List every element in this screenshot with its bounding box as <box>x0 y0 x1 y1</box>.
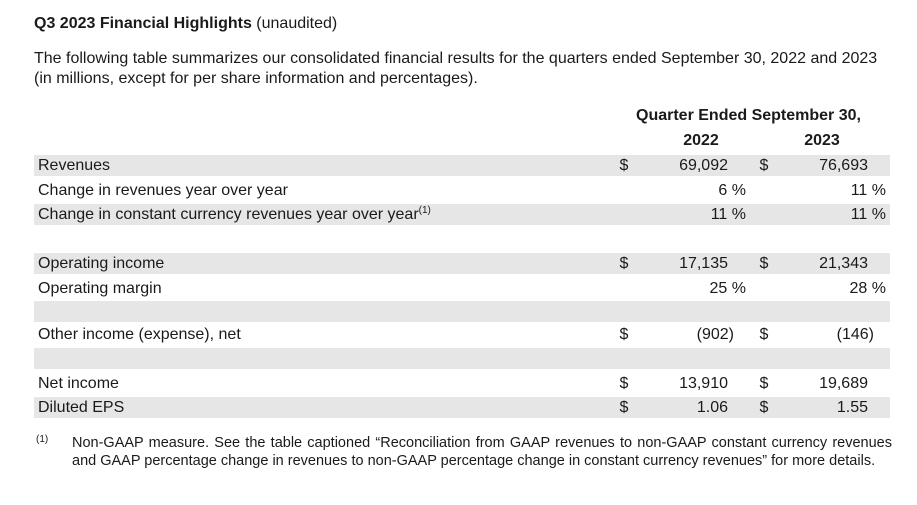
value-2023: 28 % <box>849 280 886 297</box>
year-header-2022: 2022 <box>683 132 719 149</box>
table-row-change-constant-currency: Change in constant currency revenues yea… <box>34 204 890 225</box>
footnote-reference: (1) <box>418 205 431 216</box>
row-band <box>34 301 890 322</box>
table-row-other-income: Other income (expense), net $ (902) $ (1… <box>34 324 890 345</box>
row-label: Net income <box>38 375 119 392</box>
row-label-text: Change in constant currency revenues yea… <box>38 206 419 223</box>
value-2022: 17,135 <box>679 255 728 272</box>
value-2022: 6 % <box>718 182 746 199</box>
table-row-operating-margin: Operating margin 25 % 28 % <box>34 278 890 299</box>
row-band <box>34 397 890 418</box>
page-title: Q3 2023 Financial Highlights (unaudited) <box>34 14 337 34</box>
table-row-revenues: Revenues $ 69,092 $ 76,693 <box>34 155 890 176</box>
row-band <box>34 253 890 274</box>
value-2023: 19,689 <box>819 375 868 392</box>
currency-symbol: $ <box>759 326 769 343</box>
currency-symbol: $ <box>759 375 769 392</box>
table-row-diluted-eps: Diluted EPS $ 1.06 $ 1.55 <box>34 397 890 418</box>
currency-symbol: $ <box>759 157 769 174</box>
footnote-mark: (1) <box>36 434 49 445</box>
currency-symbol: $ <box>619 375 629 392</box>
year-header-2023: 2023 <box>804 132 840 149</box>
footnote-text: Non-GAAP measure. See the table captione… <box>72 435 892 469</box>
row-label: Other income (expense), net <box>38 326 241 343</box>
currency-symbol: $ <box>759 399 769 416</box>
value-2023: 21,343 <box>819 255 868 272</box>
value-2023: (146) <box>836 326 874 343</box>
row-band <box>34 348 890 369</box>
value-2022: 1.06 <box>696 399 728 416</box>
row-label: Operating income <box>38 255 165 272</box>
row-band <box>34 155 890 176</box>
title-bold: Q3 2023 Financial Highlights <box>34 15 252 32</box>
row-label: Change in constant currency revenues yea… <box>38 204 431 225</box>
period-header: Quarter Ended September 30, <box>636 107 861 124</box>
table-row-net-income: Net income $ 13,910 $ 19,689 <box>34 373 890 394</box>
value-2022: 11 % <box>710 206 746 223</box>
table-row-operating-income: Operating income $ 17,135 $ 21,343 <box>34 253 890 274</box>
currency-symbol: $ <box>619 399 629 416</box>
value-2023: 11 % <box>850 182 886 199</box>
row-band <box>34 204 890 225</box>
currency-symbol: $ <box>759 255 769 272</box>
value-2022: 25 % <box>709 280 746 297</box>
row-label: Operating margin <box>38 280 162 297</box>
row-label: Change in revenues year over year <box>38 182 288 199</box>
intro-paragraph: The following table summarizes our conso… <box>34 50 878 87</box>
value-2022: 69,092 <box>679 157 728 174</box>
row-label: Revenues <box>38 157 111 174</box>
currency-symbol: $ <box>619 255 629 272</box>
value-2023: 76,693 <box>819 157 868 174</box>
title-qualifier: (unaudited) <box>251 15 338 32</box>
row-label: Diluted EPS <box>38 399 125 416</box>
value-2022: 13,910 <box>679 375 728 392</box>
currency-symbol: $ <box>619 326 629 343</box>
value-2023: 11 % <box>850 206 886 223</box>
value-2022: (902) <box>696 326 734 343</box>
table-row-change-revenues: Change in revenues year over year 6 % 11… <box>34 180 890 201</box>
value-2023: 1.55 <box>836 399 868 416</box>
currency-symbol: $ <box>619 157 629 174</box>
